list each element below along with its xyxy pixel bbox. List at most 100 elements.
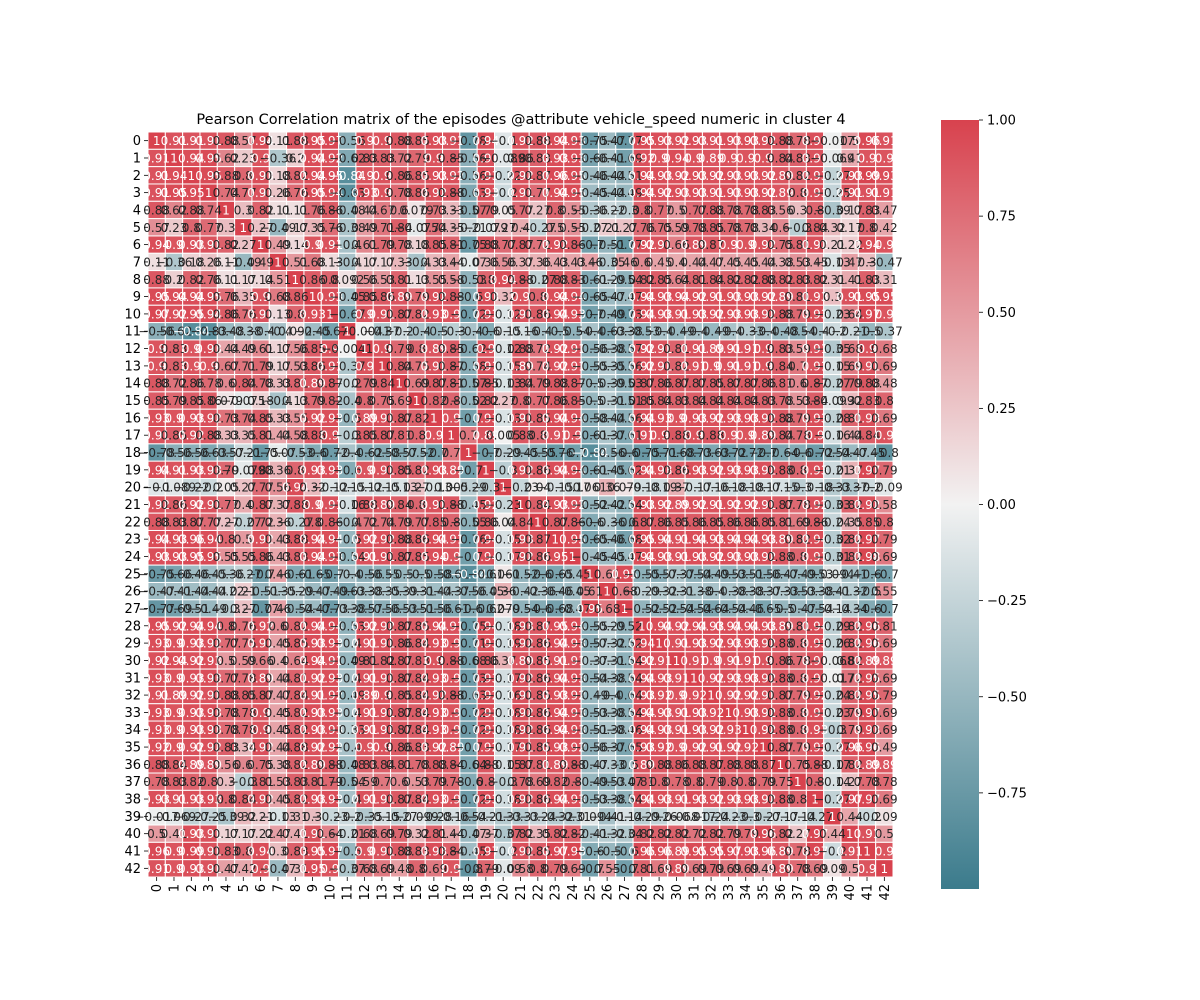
y-tick-label: 16 — [124, 411, 141, 426]
cell-annotation: 1 — [655, 637, 663, 651]
y-tick-label: 2 — [133, 169, 141, 184]
cell-annotation: 0.92 — [680, 689, 707, 703]
cell-annotation: 1 — [153, 134, 161, 148]
x-tick-label: 1 — [167, 884, 182, 892]
cell-annotation: 0.91 — [871, 186, 898, 200]
y-tick-label: 24 — [124, 550, 141, 565]
cell-annotation: 0.8 — [875, 394, 894, 408]
cell-annotation: 0.9 — [875, 429, 894, 443]
cell-annotation: 0.9 — [875, 845, 894, 859]
x-tick-label: 25 — [583, 884, 598, 901]
y-tick-label: 25 — [124, 567, 141, 582]
y-tick-label: 15 — [124, 394, 141, 409]
cell-annotation: 0.09 — [871, 810, 898, 824]
x-tick-label: 27 — [618, 884, 633, 901]
cell-annotation: 1 — [829, 810, 837, 824]
cell-annotation: 0.47 — [871, 203, 898, 217]
y-tick-label: 35 — [124, 741, 141, 756]
cell-annotation: −0.8 — [870, 446, 899, 460]
x-tick-label: 28 — [635, 884, 650, 901]
cell-annotation: 1 — [863, 845, 871, 859]
x-tick-label: 35 — [757, 884, 772, 901]
y-tick-label: 9 — [133, 290, 141, 305]
cell-annotation: 0.8 — [407, 429, 426, 443]
x-tick-label: 26 — [601, 884, 616, 901]
cell-annotation: −0.37 — [866, 325, 903, 339]
cell-annotation: 0.89 — [871, 654, 898, 668]
colorbar-tick-label: 0.50 — [987, 306, 1016, 321]
cell-annotation: 0.79 — [871, 533, 898, 547]
cell-annotation: 1 — [551, 533, 559, 547]
cell-annotation: 1 — [274, 255, 282, 269]
cell-annotation: 0.79 — [871, 463, 898, 477]
x-tick-label: 12 — [358, 884, 373, 901]
x-tick-label: 0 — [150, 884, 165, 892]
y-tick-label: 29 — [124, 637, 141, 652]
cell-annotation: 1 — [794, 775, 802, 789]
cell-annotation: 0.9 — [355, 741, 374, 755]
x-tick-label: 34 — [739, 884, 754, 901]
cell-annotation: 1 — [707, 689, 715, 703]
y-tick-label: 12 — [124, 342, 141, 357]
x-tick-label: 20 — [497, 884, 512, 901]
x-tick-label: 33 — [722, 884, 737, 901]
cell-annotation: 1 — [309, 290, 317, 304]
y-tick-label: 38 — [124, 793, 141, 808]
cell-annotation: 0.94 — [628, 637, 655, 651]
cell-annotation: −0.09 — [866, 481, 903, 495]
x-tick-label: 15 — [410, 884, 425, 901]
cell-annotation: 0.86 — [282, 290, 309, 304]
y-tick-label: 28 — [124, 619, 141, 634]
x-tick-label: 17 — [445, 884, 460, 901]
cell-annotation: 0.9 — [719, 238, 738, 252]
y-tick-label: 4 — [133, 203, 141, 218]
x-tick-label: 3 — [202, 884, 217, 892]
cell-annotation: 0.92 — [698, 706, 725, 720]
cell-annotation: 0.3 — [216, 221, 235, 235]
cell-annotation: 0.9 — [719, 151, 738, 165]
cell-annotation: 0.69 — [871, 637, 898, 651]
y-tick-label: 41 — [124, 845, 141, 860]
cell-annotation: 0.27 — [230, 238, 257, 252]
cell-annotation: 1 — [742, 723, 750, 737]
x-tick-label: 37 — [791, 884, 806, 901]
y-tick-label: 14 — [124, 377, 141, 392]
y-tick-label: 22 — [124, 515, 141, 530]
x-tick-label: 9 — [306, 884, 321, 892]
y-tick-label: 34 — [124, 723, 141, 738]
cell-annotation: 0.95 — [871, 290, 898, 304]
y-tick-label: 33 — [124, 706, 141, 721]
cell-annotation: 1 — [239, 221, 247, 235]
cell-annotation: 0.8 — [199, 775, 218, 789]
x-tick-label: 8 — [289, 884, 304, 892]
cell-annotation: 0.69 — [871, 793, 898, 807]
y-tick-label: 19 — [124, 463, 141, 478]
y-tick-label: 3 — [133, 186, 141, 201]
cell-annotation: 0.5 — [840, 862, 859, 876]
heatmap-cells — [147, 131, 894, 878]
y-tick-label: 0 — [133, 134, 141, 149]
colorbar-tick-label: 0.25 — [987, 402, 1016, 417]
y-tick-label: 7 — [133, 255, 141, 270]
x-tick-label: 22 — [531, 884, 546, 901]
cell-annotation: 0.49 — [247, 255, 274, 269]
cell-annotation: 0.9 — [355, 169, 374, 183]
colorbar-bar — [941, 120, 979, 889]
cell-annotation: 1 — [534, 515, 542, 529]
cell-annotation: 1 — [361, 342, 369, 356]
colorbar-tick-label: −0.50 — [987, 690, 1027, 705]
y-tick-label: 36 — [124, 758, 141, 773]
cell-annotation: 0.8 — [788, 793, 807, 807]
cell-annotation: 0.5 — [875, 827, 894, 841]
cell-annotation: 0.9 — [182, 359, 201, 373]
cell-annotation: 0.9 — [719, 429, 738, 443]
cell-annotation: 0.9 — [857, 151, 876, 165]
colorbar-tick-label: 0.75 — [987, 210, 1016, 225]
x-tick-label: 36 — [774, 884, 789, 901]
cell-annotation: 0.75 — [767, 775, 794, 789]
chart-title: Pearson Correlation matrix of the episod… — [196, 112, 845, 128]
y-tick-label: 37 — [124, 775, 141, 790]
cell-annotation: 0.91 — [836, 845, 863, 859]
cell-annotation: 0.9 — [424, 429, 443, 443]
x-tick-label: 42 — [878, 884, 893, 901]
